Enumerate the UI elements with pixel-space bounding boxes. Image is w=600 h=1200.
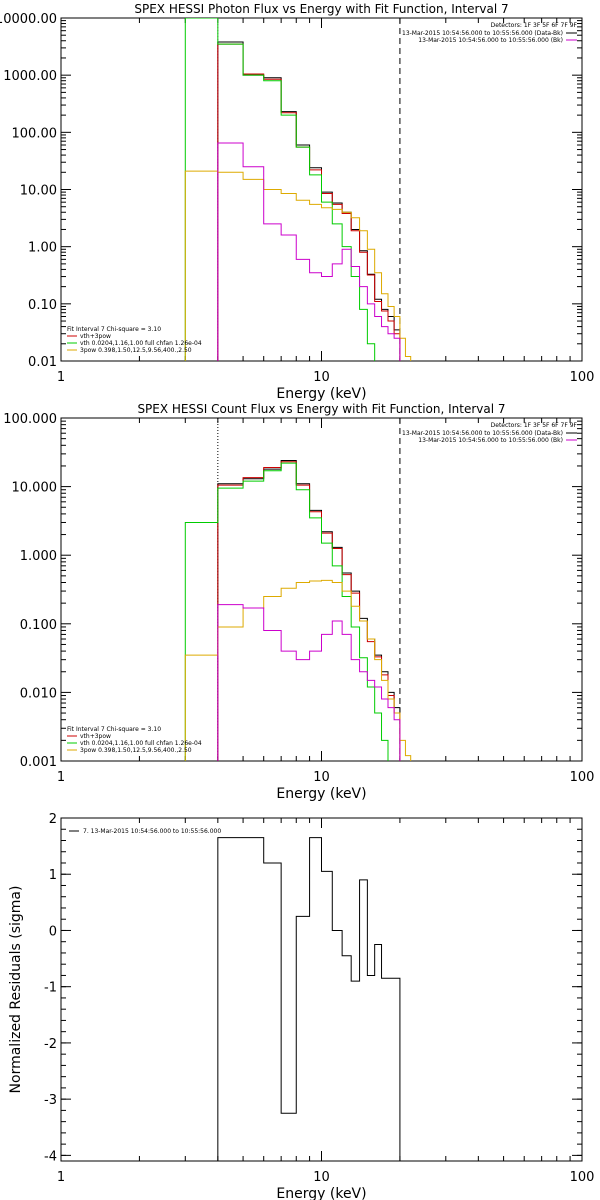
x-axis-label: Energy (keV): [276, 1186, 366, 1200]
fit-legend-entry: vth+3pow: [80, 333, 111, 340]
fit-legend-header: Fit Interval 7 Chi-square = 3.10: [67, 726, 161, 733]
series-data-bk: [217, 41, 401, 361]
chart-panel-3: 1 10 100 -4 -3 -2 -1 0 1 2 Energy (keV) Normalized …: [8, 812, 594, 1200]
y-tick-label: 2: [49, 812, 57, 827]
y-tick-label: -1: [44, 981, 57, 996]
x-tick-label: 10: [313, 1170, 330, 1185]
series-group: [184, 18, 412, 361]
fit-legend-entry: 3pow 0.398,1.50,12.5,9.56,400.,2.50: [80, 747, 192, 754]
series-bk: [217, 142, 401, 361]
y-tick-label: 0.01: [28, 355, 57, 370]
y-tick-label: 0.001: [20, 755, 57, 770]
y-tick-label: 100.00: [12, 126, 58, 141]
series-residuals: [217, 837, 401, 1161]
chart-panel-1: 1 10 100 0.01 0.10 1.00 10.00 100.00 1000.00 1000…: [0, 2, 594, 402]
x-tick-label: 10: [313, 370, 330, 385]
chart-panel-2: 1 10 100 0.001 0.010 0.100 1.000 10.000 100.000 S…: [3, 402, 594, 802]
detectors-header: Detectors: 1F 3F 5F 6F 7F 9F: [491, 22, 578, 29]
detectors-header: Detectors: 1F 3F 5F 6F 7F 9F: [491, 422, 578, 429]
series-bk: [217, 604, 401, 761]
x-axis-label: Energy (keV): [276, 786, 366, 802]
y-tick-label: 100.000: [3, 412, 57, 427]
y-tick-label: 10.000: [12, 481, 58, 496]
x-tick-label: 1: [57, 770, 65, 785]
y-tick-label: 1.000: [20, 549, 57, 564]
plot-frame: [60, 417, 583, 762]
y-tick-label: 1: [49, 868, 57, 883]
legend-entry-text: 13-Mar-2015 10:54:56.000 to 10:55:56.000…: [402, 30, 563, 37]
x-tick-label: 1: [57, 370, 65, 385]
chart-title: SPEX HESSI Photon Flux vs Energy with Fi…: [134, 2, 508, 16]
y-tick-label: 1000.00: [3, 69, 57, 84]
y-tick-label: 10000.00: [0, 12, 57, 27]
series-vth: [184, 18, 376, 361]
fit-legend-entry: vth 0.0204,1.16,1.00 full chfan 1.26e-04: [80, 740, 202, 747]
series-group: [184, 460, 412, 761]
legend-entry-text: 7. 13-Mar-2015 10:54:56.000 to 10:55:56.…: [83, 828, 221, 835]
y-tick-label: 10.00: [20, 184, 57, 199]
y-tick-label: 1.00: [28, 241, 57, 256]
y-tick-label: 0.100: [20, 618, 57, 633]
series-vth: [184, 462, 389, 761]
series-3pow: [184, 579, 412, 761]
series-vth-3pow: [217, 461, 401, 761]
y-axis-label: Normalized Residuals (sigma): [8, 886, 24, 1094]
x-tick-label: 10: [313, 770, 330, 785]
fit-legend-header: Fit Interval 7 Chi-square = 3.10: [67, 326, 161, 333]
y-tick-label: 0.10: [28, 298, 57, 313]
y-tick-label: -4: [44, 1149, 57, 1164]
x-tick-label: 100: [570, 370, 595, 385]
fit-legend-entry: vth+3pow: [80, 733, 111, 740]
fit-legend-entry: vth 0.0204,1.16,1.00 full chfan 1.26e-04: [80, 340, 202, 347]
series-vth-3pow: [217, 43, 401, 361]
x-axis-label: Energy (keV): [276, 386, 366, 402]
x-tick-label: 1: [57, 1170, 65, 1185]
legend-entry-text: 13-Mar-2015 10:54:56.000 to 10:55:56.000…: [418, 37, 563, 44]
series-group: [217, 837, 401, 1161]
y-tick-label: -3: [44, 1093, 57, 1108]
y-tick-label: 0.010: [20, 686, 57, 701]
chart-title: SPEX HESSI Count Flux vs Energy with Fit…: [137, 402, 505, 416]
x-tick-label: 100: [570, 1170, 595, 1185]
y-tick-label: 0: [49, 924, 57, 939]
fit-legend-entry: 3pow 0.398,1.50,12.5,9.56,400.,2.50: [80, 347, 192, 354]
series-3pow: [184, 170, 412, 361]
x-tick-label: 100: [570, 770, 595, 785]
legend-entry-text: 13-Mar-2015 10:54:56.000 to 10:55:56.000…: [402, 430, 563, 437]
y-tick-label: -2: [44, 1037, 57, 1052]
series-data-bk: [217, 460, 401, 761]
legend-entry-text: 13-Mar-2015 10:54:56.000 to 10:55:56.000…: [418, 437, 563, 444]
